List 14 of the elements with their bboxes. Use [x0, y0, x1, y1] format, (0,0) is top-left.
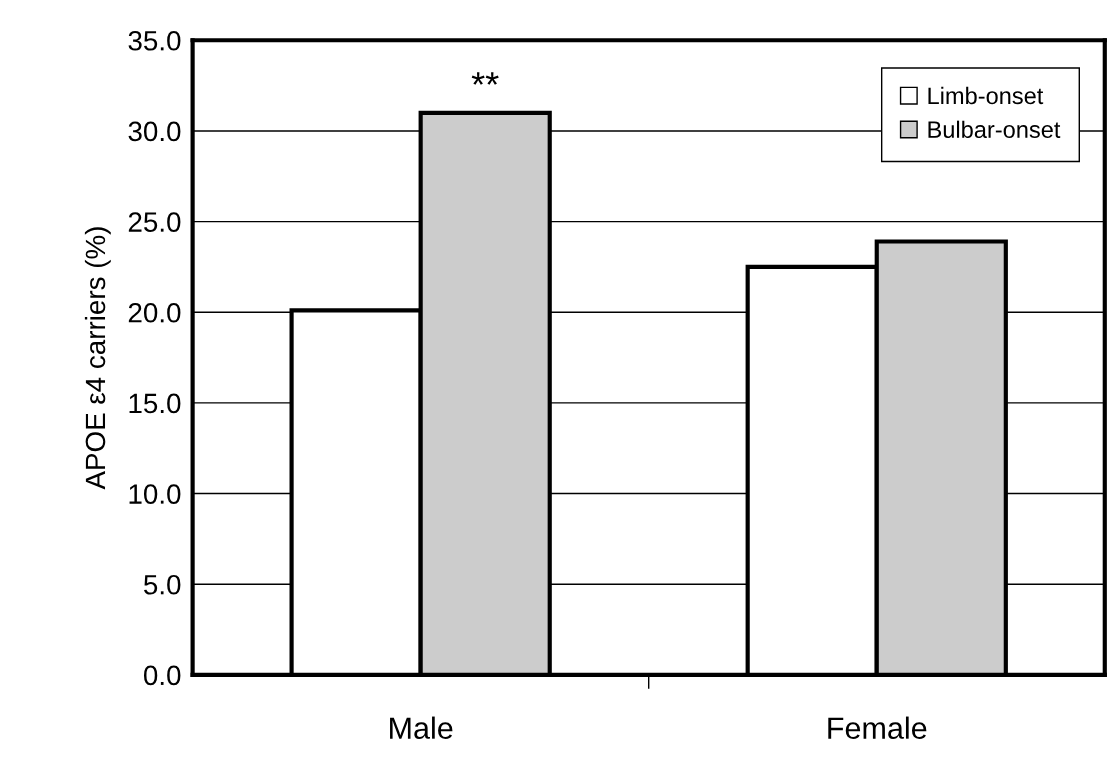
y-tick-label: 15.0: [129, 393, 181, 414]
y-tick-label: 5.0: [144, 574, 181, 595]
x-tick-label: Male: [390, 716, 453, 739]
y-tick-label: 0.0: [143, 665, 181, 686]
annotation: **: [471, 72, 499, 85]
x-tick-label: Female: [828, 716, 927, 739]
legend-label: Bulbar-onset: [928, 120, 1061, 138]
y-tick-label: 25.0: [128, 212, 181, 232]
y-axis-title: APOE ε4 carriers (%): [84, 227, 111, 490]
y-tick-label: 30.0: [128, 121, 181, 142]
y-tick-label: 35.0: [128, 30, 181, 51]
y-tick-label: 10.0: [129, 484, 181, 504]
legend-label: Limb-onset: [928, 86, 1044, 105]
y-tick-label: 20.0: [128, 302, 181, 323]
